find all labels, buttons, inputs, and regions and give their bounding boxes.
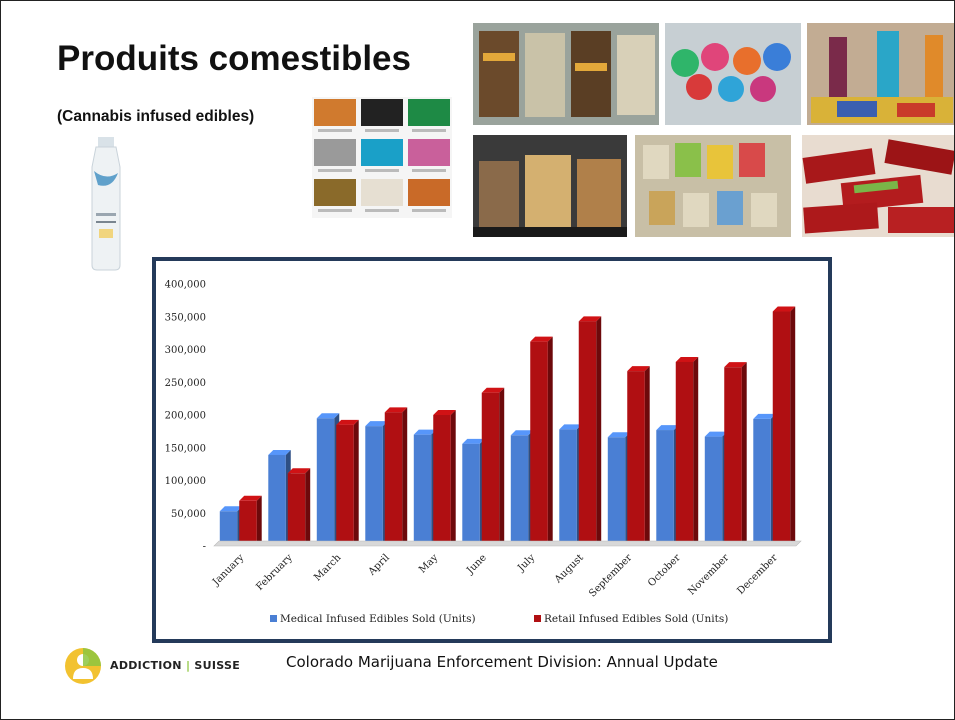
edible-wrappers-photo	[312, 97, 452, 218]
x-tick-label: July	[515, 552, 537, 574]
legend-label-medical: Medical Infused Edibles Sold (Units)	[280, 613, 476, 625]
bottled-drinks-photo	[807, 23, 954, 125]
y-axis: - 50,000 100,000 150,000 200,000 250,000 300,0…	[165, 280, 206, 553]
chart-floor	[213, 540, 802, 547]
legend-swatch-medical	[270, 615, 277, 622]
bar-retail-august	[578, 316, 602, 546]
bar-chart: - 50,000 100,000 150,000 200,000 250,000 300,0…	[165, 280, 802, 625]
y-tick-label: 350,000	[165, 312, 206, 323]
x-tick-label: November	[686, 552, 731, 597]
x-tick-label: May	[417, 552, 440, 575]
bar-medical-may	[413, 429, 437, 546]
y-tick-label: 300,000	[165, 345, 206, 356]
bar-medical-september	[607, 432, 631, 546]
y-tick-label: 400,000	[165, 280, 206, 291]
bar-retail-october	[675, 356, 699, 546]
logo-word-suisse: SUISSE	[194, 659, 241, 672]
bar-medical-july	[510, 430, 534, 546]
y-tick-label: 100,000	[165, 476, 206, 487]
bar-medical-december	[753, 413, 776, 546]
bar-medical-april	[365, 421, 388, 546]
y-tick-label: 50,000	[171, 509, 206, 520]
bar-retail-february	[287, 468, 311, 546]
bar-retail-december	[772, 306, 796, 546]
bar-retail-september	[627, 366, 650, 546]
x-tick-label: August	[552, 552, 586, 586]
x-tick-label: January	[210, 552, 246, 588]
bar-retail-july	[530, 336, 553, 546]
bar-retail-may	[433, 410, 456, 546]
bar-retail-january	[239, 495, 262, 546]
slide-title: Produits comestibles	[57, 39, 411, 78]
logo-text: ADDICTION | SUISSE	[110, 659, 240, 672]
logo-separator: |	[185, 659, 191, 672]
bars-group	[219, 306, 796, 546]
logo-person-icon	[65, 648, 101, 684]
packaged-brownies-photo	[473, 23, 659, 125]
lollipops-photo	[665, 23, 801, 125]
x-tick-label: December	[735, 552, 780, 597]
chart-frame: - 50,000 100,000 150,000 200,000 250,000 300,0…	[152, 257, 832, 643]
bar-retail-march	[336, 419, 359, 546]
bar-medical-june	[462, 438, 485, 546]
legend-swatch-retail	[534, 615, 541, 622]
x-axis: January February March April May June July Augu…	[210, 540, 802, 600]
bar-medical-march	[316, 413, 340, 546]
bar-medical-february	[268, 449, 291, 546]
bar-retail-november	[724, 362, 747, 546]
y-tick-label: 200,000	[165, 411, 206, 422]
bar-medical-january	[219, 506, 243, 546]
bar-medical-october	[656, 425, 679, 546]
legend-label-retail: Retail Infused Edibles Sold (Units)	[544, 613, 728, 625]
x-tick-label: February	[254, 552, 295, 593]
y-tick-label: 250,000	[165, 378, 206, 389]
slide-subtitle: (Cannabis infused edibles)	[57, 108, 255, 125]
elixir-bottle-photo	[86, 137, 126, 271]
bar-medical-august	[559, 424, 582, 546]
bar-medical-november	[704, 431, 728, 546]
x-tick-label: September	[587, 552, 634, 599]
x-tick-label: March	[312, 552, 344, 584]
addiction-suisse-logo: ADDICTION | SUISSE	[64, 647, 244, 685]
chocolate-bars-photo	[802, 135, 954, 237]
x-tick-label: June	[464, 552, 489, 577]
candy-bags-photo	[635, 135, 791, 237]
x-tick-label: October	[646, 552, 683, 589]
x-tick-label: April	[366, 552, 392, 578]
y-tick-label: -	[203, 542, 206, 553]
snack-bags-photo	[473, 135, 627, 237]
legend: Medical Infused Edibles Sold (Units) Ret…	[270, 613, 728, 625]
bar-retail-april	[384, 407, 408, 546]
footer-source: Colorado Marijuana Enforcement Division:…	[286, 653, 718, 671]
y-tick-label: 150,000	[165, 443, 206, 454]
logo-word-addiction: ADDICTION	[110, 659, 182, 672]
bar-retail-june	[481, 387, 505, 546]
